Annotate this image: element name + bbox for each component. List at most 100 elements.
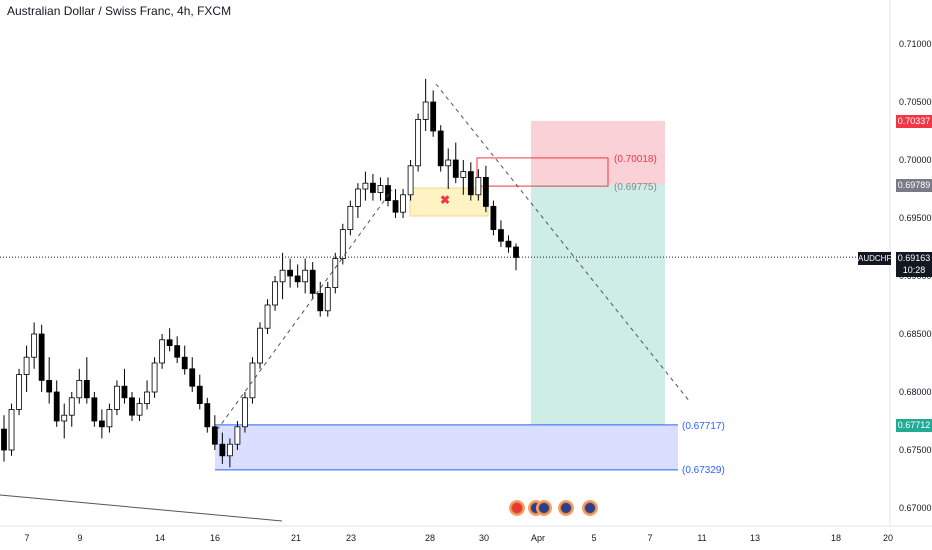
candle-body [385,185,391,202]
current-price-tag: 0.69163 10:28 [896,252,932,277]
candle-body [76,379,83,399]
candle-body [204,403,211,428]
level-67329-label: (0.67329) [682,465,725,476]
x-tick-label: 30 [479,533,489,543]
y-tick-label: 0.67500 [899,445,932,455]
candle-body [498,229,504,242]
candle-body [339,229,346,260]
candle-body [482,176,489,207]
candle-body [68,397,75,416]
resistance-box [476,157,609,187]
supply-zone [409,187,489,217]
candle-body [513,246,519,258]
candle-body [415,119,422,167]
x-tick-label: 16 [210,533,220,543]
australia-flag-icon[interactable] [582,500,598,516]
x-tick-label: 7 [24,533,29,543]
candle-body [196,385,203,405]
candle-body [324,287,331,312]
candle-body [249,362,256,399]
candle-body [226,443,233,457]
candle-body [234,426,241,445]
cross-marker-icon: ✖ [440,193,450,207]
candle-body [422,101,429,120]
target-price-tag: 0.67712 [896,419,932,432]
candle-body [219,443,226,457]
lower-trend-line [0,494,283,522]
candle-body [377,185,384,193]
australia-flag-icon[interactable] [536,500,552,516]
swiss-flag-icon[interactable] [509,500,525,516]
stop-loss-zone [531,120,665,185]
candle-body [242,397,248,428]
candle-body [264,304,271,329]
demand-zone [215,424,678,470]
x-tick-label: 14 [155,533,165,543]
candle-body [38,333,45,381]
candle-body [174,345,181,358]
candle-body [400,194,406,213]
y-tick-label: 0.68500 [899,329,932,339]
candle-body [16,374,22,410]
candle-body [31,333,38,358]
candle-body [181,356,188,370]
x-tick-label: 20 [883,533,893,543]
candle-body [53,391,60,422]
candle-body [83,379,90,399]
downtrend-line [435,83,691,403]
candle-body [437,130,444,167]
candle-body [151,362,158,393]
candle-body [114,385,120,410]
australia-flag-icon[interactable] [558,500,574,516]
current-price-value: 0.69163 [897,253,931,263]
y-tick-label: 0.70500 [899,97,932,107]
x-tick-label: 7 [647,533,652,543]
symbol-tag: AUDCHF [858,252,892,265]
candle-body [8,408,15,451]
level-69775-label: (0.69775) [614,182,657,193]
candle-body [460,171,467,178]
candle-body [23,356,30,376]
x-tick-label: 23 [346,533,356,543]
chart-title: Australian Dollar / Swiss Franc, 4h, FXC… [7,4,232,18]
candle-body [392,200,399,213]
candle-body [211,426,218,445]
candle-body [452,159,459,178]
x-tick-label: 28 [425,533,435,543]
candle-body [46,379,53,393]
y-tick-label: 0.71000 [899,39,932,49]
candle-body [294,275,301,283]
candle-body [317,292,324,312]
candle-body [106,408,113,428]
x-tick-label: 13 [750,533,760,543]
level-70018-label: (0.70018) [614,154,657,165]
x-tick-label: 18 [831,533,841,543]
candle-body [159,339,166,364]
candle-body [505,240,512,248]
uptrend-line [216,189,393,431]
candle-body [166,339,173,346]
candle-body [121,385,128,399]
candle-body [189,368,196,387]
candle-body [332,258,339,289]
candle-body [257,327,263,364]
y-tick-label: 0.68000 [899,387,932,397]
take-profit-zone [531,184,665,426]
y-tick-label: 0.67000 [899,503,932,513]
candle-body [144,391,150,405]
x-tick-label: 11 [697,533,706,543]
candle-body [309,269,316,294]
countdown-timer: 10:28 [902,265,926,275]
candle-body [370,182,376,193]
candle-body [407,165,414,196]
candle-body [362,182,369,190]
candle-body [430,101,437,132]
stop-price-tag: 0.70337 [896,115,932,128]
candle-body [445,159,452,167]
candle-body [475,176,482,196]
candle-body [354,188,361,207]
y-tick-label: 0.70000 [899,155,932,165]
candle-body [1,428,7,451]
candle-body [302,269,309,283]
